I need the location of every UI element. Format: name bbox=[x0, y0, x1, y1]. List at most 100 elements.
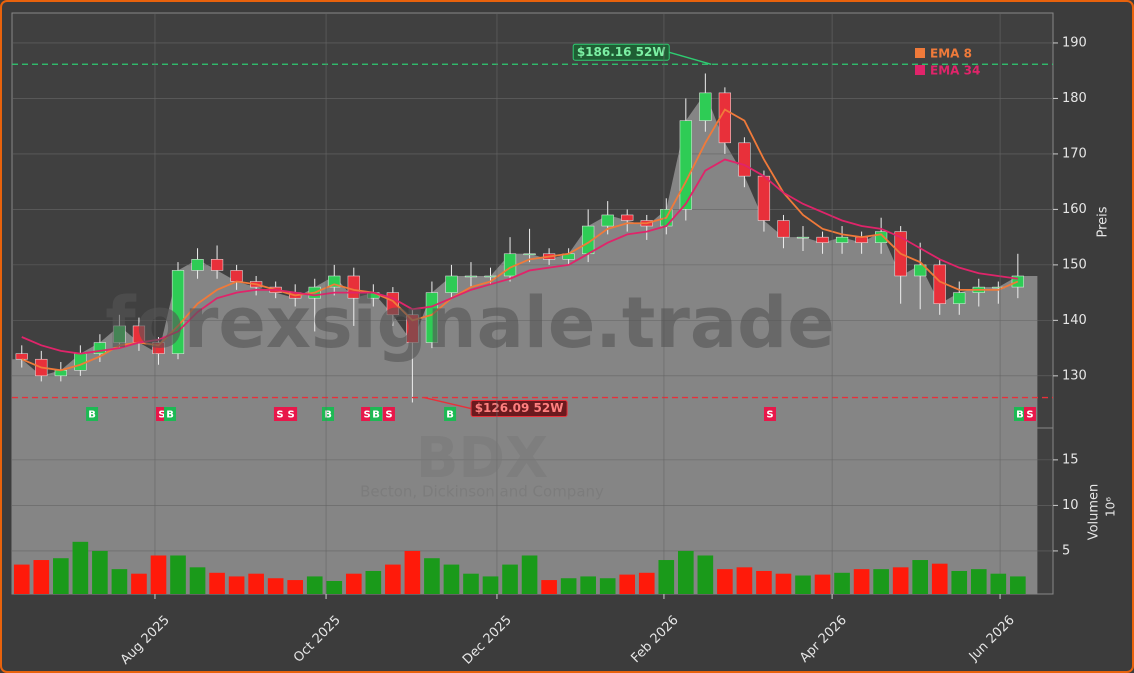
volume-bar bbox=[150, 555, 167, 594]
annotation-label: $186.16 52W bbox=[577, 45, 666, 59]
candle-body bbox=[679, 120, 692, 210]
volume-bar bbox=[756, 570, 772, 594]
volume-bar bbox=[53, 558, 69, 594]
volume-bar bbox=[267, 578, 284, 594]
candle-body bbox=[796, 236, 810, 239]
signal-label: S bbox=[766, 410, 773, 421]
volume-bar bbox=[775, 573, 792, 594]
volume-bar bbox=[580, 576, 596, 594]
volume-bar bbox=[404, 550, 421, 594]
volume-bar bbox=[170, 555, 186, 594]
signal-marker bbox=[273, 407, 286, 421]
volume-bar bbox=[951, 570, 968, 594]
volume-bar bbox=[385, 564, 401, 594]
signal-marker bbox=[1013, 407, 1026, 421]
signal-marker bbox=[763, 407, 776, 421]
y-tick-label: 160 bbox=[1062, 202, 1087, 217]
volume-bar bbox=[717, 569, 733, 594]
plot-layer: 130 140 150 160 170 180 190 EMA 8 EMA 34 $186.16 … bbox=[12, 13, 1087, 668]
candle-body bbox=[914, 264, 927, 277]
volume-bar bbox=[814, 574, 831, 594]
y-tick-label: 15 bbox=[1062, 452, 1079, 467]
volume-bar bbox=[678, 550, 694, 594]
y-tick-label: 190 bbox=[1062, 35, 1087, 50]
signal-label: S bbox=[287, 410, 294, 421]
volume-bar bbox=[638, 572, 655, 594]
volume-bar bbox=[248, 573, 264, 594]
candle-body bbox=[171, 270, 185, 354]
signal-marker bbox=[382, 407, 395, 421]
annotation-box bbox=[470, 400, 568, 418]
candle-body bbox=[933, 264, 946, 304]
candle-body bbox=[464, 275, 478, 278]
candle-body bbox=[406, 314, 419, 343]
candle-body bbox=[523, 253, 536, 256]
annotation-arrow bbox=[423, 396, 472, 410]
y-tick-label: 140 bbox=[1062, 313, 1087, 328]
signal-label: S bbox=[276, 410, 283, 421]
legend-swatch bbox=[915, 48, 925, 58]
candle-body bbox=[875, 231, 888, 243]
watermark: forexsignale.trade bbox=[105, 282, 834, 364]
volume-bar bbox=[326, 580, 343, 594]
candle-body bbox=[757, 175, 771, 221]
volume-bar bbox=[345, 573, 362, 594]
y-tick-label: 10 bbox=[1062, 498, 1079, 513]
candle-body bbox=[15, 353, 28, 360]
signal-marker bbox=[370, 407, 383, 421]
volume-exponent: 10⁶ bbox=[1104, 497, 1118, 517]
volume-bar bbox=[287, 580, 304, 594]
volume-bar bbox=[560, 578, 577, 594]
signal-label: B bbox=[372, 410, 380, 421]
annotation-arrow bbox=[669, 51, 712, 65]
volume-bar bbox=[873, 569, 889, 594]
candle-body bbox=[601, 214, 614, 227]
signal-label: S bbox=[385, 410, 392, 421]
signal-label: B bbox=[88, 410, 96, 421]
volume-bar bbox=[853, 569, 870, 594]
candle-body bbox=[445, 275, 458, 293]
legend-label: EMA 8 bbox=[930, 47, 972, 61]
volume-bar bbox=[970, 569, 987, 594]
volume-bar bbox=[92, 550, 108, 594]
signal-label: B bbox=[324, 410, 332, 421]
volume-bar bbox=[424, 558, 440, 594]
volume-bar bbox=[463, 573, 479, 594]
signal-label: B bbox=[166, 410, 174, 421]
volume-bar bbox=[619, 574, 636, 594]
signal-label: B bbox=[1016, 410, 1024, 421]
candle-body bbox=[835, 236, 849, 243]
volume-bar bbox=[209, 572, 225, 594]
candle-body bbox=[699, 92, 712, 121]
ema-line bbox=[21, 108, 1019, 372]
signal-label: S bbox=[363, 410, 370, 421]
y-tick-label: 5 bbox=[1062, 543, 1070, 558]
annotation-box bbox=[572, 43, 670, 61]
candle-body bbox=[191, 259, 204, 271]
volume-bar bbox=[228, 576, 245, 594]
volume-bar bbox=[892, 567, 909, 594]
legend-swatch bbox=[915, 65, 925, 75]
volume-bar bbox=[443, 564, 460, 594]
candle-body bbox=[621, 214, 634, 221]
candle-body bbox=[386, 292, 399, 316]
volume-bar bbox=[482, 576, 499, 594]
volume-bar bbox=[306, 576, 323, 594]
candle-body bbox=[777, 220, 790, 238]
y-tick-label: 150 bbox=[1062, 257, 1087, 272]
signal-marker bbox=[1023, 407, 1036, 421]
volume-bar bbox=[541, 580, 557, 594]
volume-bar bbox=[599, 578, 616, 594]
candle-body bbox=[74, 353, 87, 371]
candle-body bbox=[738, 142, 751, 177]
candle-body bbox=[425, 292, 439, 343]
signal-marker bbox=[285, 407, 298, 421]
company-watermark: Becton, Dickinson and Company bbox=[360, 483, 604, 501]
candle-body bbox=[230, 270, 243, 282]
candle-body bbox=[152, 342, 165, 354]
volume-bar bbox=[658, 560, 675, 594]
volume-bar bbox=[795, 575, 811, 594]
volume-bar bbox=[834, 572, 850, 594]
volume-bar bbox=[912, 560, 929, 594]
volume-bar bbox=[365, 570, 382, 594]
